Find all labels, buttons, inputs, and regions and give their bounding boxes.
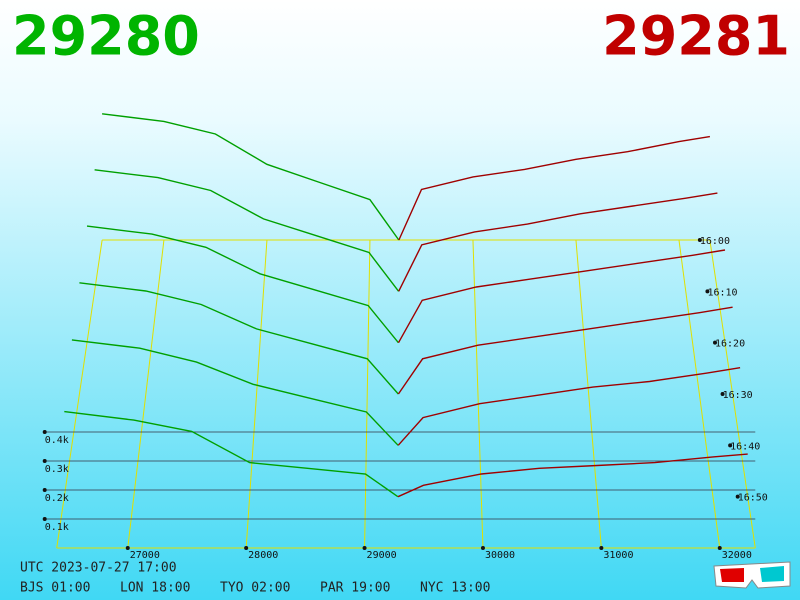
y-tick-mark [42, 430, 47, 434]
time-tick-label: 16:40 [730, 441, 760, 452]
floor-edge [56, 239, 103, 549]
time-tick-label: 16:20 [715, 339, 745, 350]
bid-depth-line [102, 113, 400, 241]
ask-price: 29281 [602, 5, 790, 68]
y-tick-label: 0.4k [45, 435, 69, 446]
ask-depth-line [397, 367, 741, 446]
ask-depth-line [398, 192, 718, 292]
ask-depth-line [397, 249, 726, 344]
zone-time: BJS 01:00 [20, 581, 90, 596]
x-tick-label: 27000 [130, 550, 160, 561]
x-grid-line [678, 239, 721, 549]
y-tick-mark [42, 488, 47, 492]
x-tick-mark [717, 546, 722, 550]
floor-edge [709, 239, 756, 549]
time-tick-label: 16:00 [700, 236, 730, 247]
x-tick-mark [244, 546, 249, 550]
bid-price: 29280 [12, 5, 200, 68]
y-tick-label: 0.1k [45, 522, 69, 533]
ask-depth-line [397, 453, 748, 498]
bid-depth-line [94, 169, 400, 292]
bid-depth-line [79, 282, 399, 395]
time-tick-label: 16:30 [723, 390, 753, 401]
x-tick-mark [362, 546, 367, 550]
x-grid-line [245, 239, 268, 549]
x-grid-line [575, 239, 602, 549]
x-tick-label: 32000 [722, 550, 752, 561]
zone-time: PAR 19:00 [320, 581, 390, 596]
zone-time: LON 18:00 [120, 581, 190, 596]
time-tick-mark [735, 494, 740, 499]
utc-time: UTC 2023-07-27 17:00 [20, 561, 177, 576]
time-tick-label: 16:10 [707, 287, 737, 298]
ask-depth-line [398, 135, 711, 241]
plot: 27000 28000 29000 30000 31000 32000 0.1k 0.2k 0.… [42, 113, 768, 561]
time-tick-mark [728, 443, 733, 448]
x-tick-label: 31000 [603, 550, 633, 561]
time-tick-mark [713, 340, 718, 345]
time-tick-mark [720, 392, 725, 396]
y-tick-mark [42, 459, 47, 463]
zone-time: NYC 13:00 [420, 581, 490, 596]
bid-depth-line [71, 339, 399, 446]
bid-depth-line [86, 225, 399, 344]
bid-depth-line [64, 410, 399, 498]
x-tick-mark [125, 546, 130, 550]
x-tick-label: 29000 [367, 550, 397, 561]
y-tick-label: 0.3k [45, 464, 69, 475]
x-grid-line [472, 239, 484, 549]
x-grid-line [127, 239, 165, 549]
x-grid-line [364, 239, 371, 549]
time-tick-mark [705, 289, 710, 294]
3d-glasses-icon[interactable] [713, 561, 791, 589]
ask-depth-line [397, 306, 733, 395]
zone-time: TYO 02:00 [220, 581, 290, 596]
y-tick-mark [42, 517, 47, 521]
x-tick-mark [480, 546, 485, 550]
y-tick-label: 0.2k [45, 493, 69, 504]
x-tick-label: 30000 [485, 550, 515, 561]
x-tick-mark [599, 546, 604, 550]
x-tick-label: 28000 [248, 550, 278, 561]
time-tick-label: 16:50 [738, 493, 768, 504]
time-tick-mark [697, 238, 702, 242]
